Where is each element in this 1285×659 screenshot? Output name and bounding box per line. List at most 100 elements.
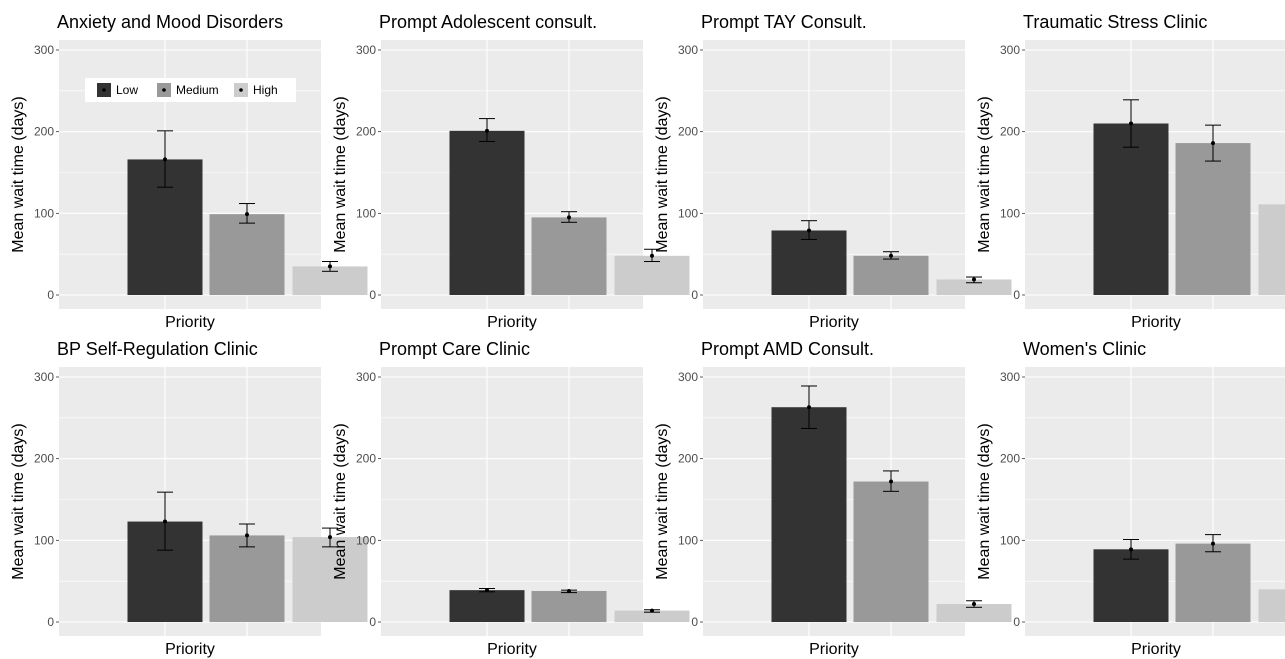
mean-point-low: [1129, 547, 1133, 552]
y-tick-label: 300: [34, 370, 54, 384]
panel-2: Prompt Adolescent consult. 0 100 200 300 Prio…: [332, 12, 690, 331]
panel-title: Prompt Adolescent consult.: [379, 12, 597, 32]
y-axis-label: Mean wait time (days): [332, 423, 349, 580]
panel-title: Prompt AMD Consult.: [701, 339, 874, 359]
x-axis-label: Priority: [809, 314, 859, 331]
bar-medium: [853, 255, 929, 295]
y-tick-label: 300: [356, 370, 376, 384]
mean-point-high: [650, 253, 654, 258]
mean-point-high: [328, 535, 332, 540]
mean-point-low: [807, 405, 811, 410]
legend-key-point: [102, 88, 106, 92]
y-tick-label: 200: [34, 452, 54, 466]
bar-high: [936, 604, 1012, 622]
mean-point-medium: [1211, 141, 1215, 146]
y-tick-label: 300: [34, 43, 54, 57]
bar-medium: [1175, 543, 1251, 622]
y-tick-label: 0: [691, 288, 698, 302]
mean-point-low: [485, 588, 489, 593]
bar-low: [771, 407, 847, 622]
bar-medium: [853, 481, 929, 622]
panel-title: Prompt Care Clinic: [379, 339, 530, 359]
y-tick-label: 300: [1000, 370, 1020, 384]
panel-7: Prompt AMD Consult. 0 100 200 300 Priority Mea…: [654, 339, 1012, 658]
y-tick-label: 300: [678, 370, 698, 384]
panel-1: Anxiety and Mood Disorders 0 100 200 300 Prio…: [10, 12, 368, 331]
y-tick-label: 0: [1013, 288, 1020, 302]
x-axis-label: Priority: [165, 641, 215, 658]
x-axis-label: Priority: [1131, 641, 1181, 658]
x-axis-label: Priority: [809, 641, 859, 658]
y-axis-label: Mean wait time (days): [10, 96, 27, 253]
y-tick-label: 200: [356, 452, 376, 466]
y-tick-label: 200: [678, 125, 698, 139]
bar-high: [614, 255, 690, 295]
y-tick-label: 0: [47, 288, 54, 302]
bar-medium: [209, 214, 285, 295]
bar-low: [449, 590, 525, 622]
y-tick-label: 300: [678, 43, 698, 57]
y-tick-label: 100: [678, 206, 698, 220]
bar-low: [449, 130, 525, 295]
bar-medium: [1175, 143, 1251, 295]
y-tick-label: 0: [47, 615, 54, 629]
mean-point-medium: [567, 588, 571, 593]
y-tick-label: 200: [356, 125, 376, 139]
mean-point-medium: [1211, 541, 1215, 546]
y-axis-label: Mean wait time (days): [10, 423, 27, 580]
y-tick-label: 300: [356, 43, 376, 57]
mean-point-medium: [889, 253, 893, 258]
y-axis-label: Mean wait time (days): [654, 96, 671, 253]
panel-title: Women's Clinic: [1023, 339, 1146, 359]
y-tick-label: 0: [1013, 615, 1020, 629]
mean-point-medium: [245, 212, 249, 217]
bar-low: [771, 230, 847, 295]
mean-point-high: [972, 602, 976, 607]
y-tick-label: 100: [356, 533, 376, 547]
y-axis-label: Mean wait time (days): [976, 96, 993, 253]
x-axis-label: Priority: [1131, 314, 1181, 331]
bar-high: [936, 279, 1012, 295]
panel-title: Traumatic Stress Clinic: [1023, 12, 1207, 32]
y-tick-label: 200: [1000, 452, 1020, 466]
mean-point-medium: [245, 533, 249, 538]
panel-8: Women's Clinic 0 100 200 300 Priority Mean wai…: [976, 339, 1285, 658]
panel-title: Prompt TAY Consult.: [701, 12, 867, 32]
panel-title: BP Self-Regulation Clinic: [57, 339, 258, 359]
bar-medium: [531, 590, 607, 622]
mean-point-low: [485, 128, 489, 133]
y-tick-label: 100: [34, 206, 54, 220]
mean-point-low: [163, 519, 167, 524]
y-tick-label: 100: [1000, 533, 1020, 547]
x-axis-label: Priority: [165, 314, 215, 331]
bar-low: [1093, 549, 1169, 622]
y-tick-label: 0: [369, 615, 376, 629]
bar-medium: [209, 535, 285, 622]
bar-high: [614, 610, 690, 622]
bar-low: [1093, 123, 1169, 295]
legend-label-medium: Medium: [176, 83, 219, 97]
mean-point-low: [163, 157, 167, 162]
y-tick-label: 200: [1000, 125, 1020, 139]
y-tick-label: 0: [691, 615, 698, 629]
y-tick-label: 200: [678, 452, 698, 466]
y-axis-label: Mean wait time (days): [332, 96, 349, 253]
mean-point-low: [807, 228, 811, 233]
bar-high: [1258, 589, 1285, 622]
panel-5: BP Self-Regulation Clinic 0 100 200 300 Prior…: [10, 339, 368, 658]
legend-key-point: [162, 88, 166, 92]
bar-high: [292, 537, 368, 622]
x-axis-label: Priority: [487, 641, 537, 658]
y-tick-label: 200: [34, 125, 54, 139]
bar-high: [1258, 204, 1285, 295]
y-tick-label: 100: [1000, 206, 1020, 220]
y-axis-label: Mean wait time (days): [976, 423, 993, 580]
panel-title: Anxiety and Mood Disorders: [57, 12, 283, 32]
bar-medium: [531, 217, 607, 295]
legend-key-point: [239, 88, 243, 92]
legend-label-low: Low: [116, 83, 138, 97]
mean-point-medium: [889, 479, 893, 484]
mean-point-low: [1129, 121, 1133, 126]
y-tick-label: 100: [34, 533, 54, 547]
